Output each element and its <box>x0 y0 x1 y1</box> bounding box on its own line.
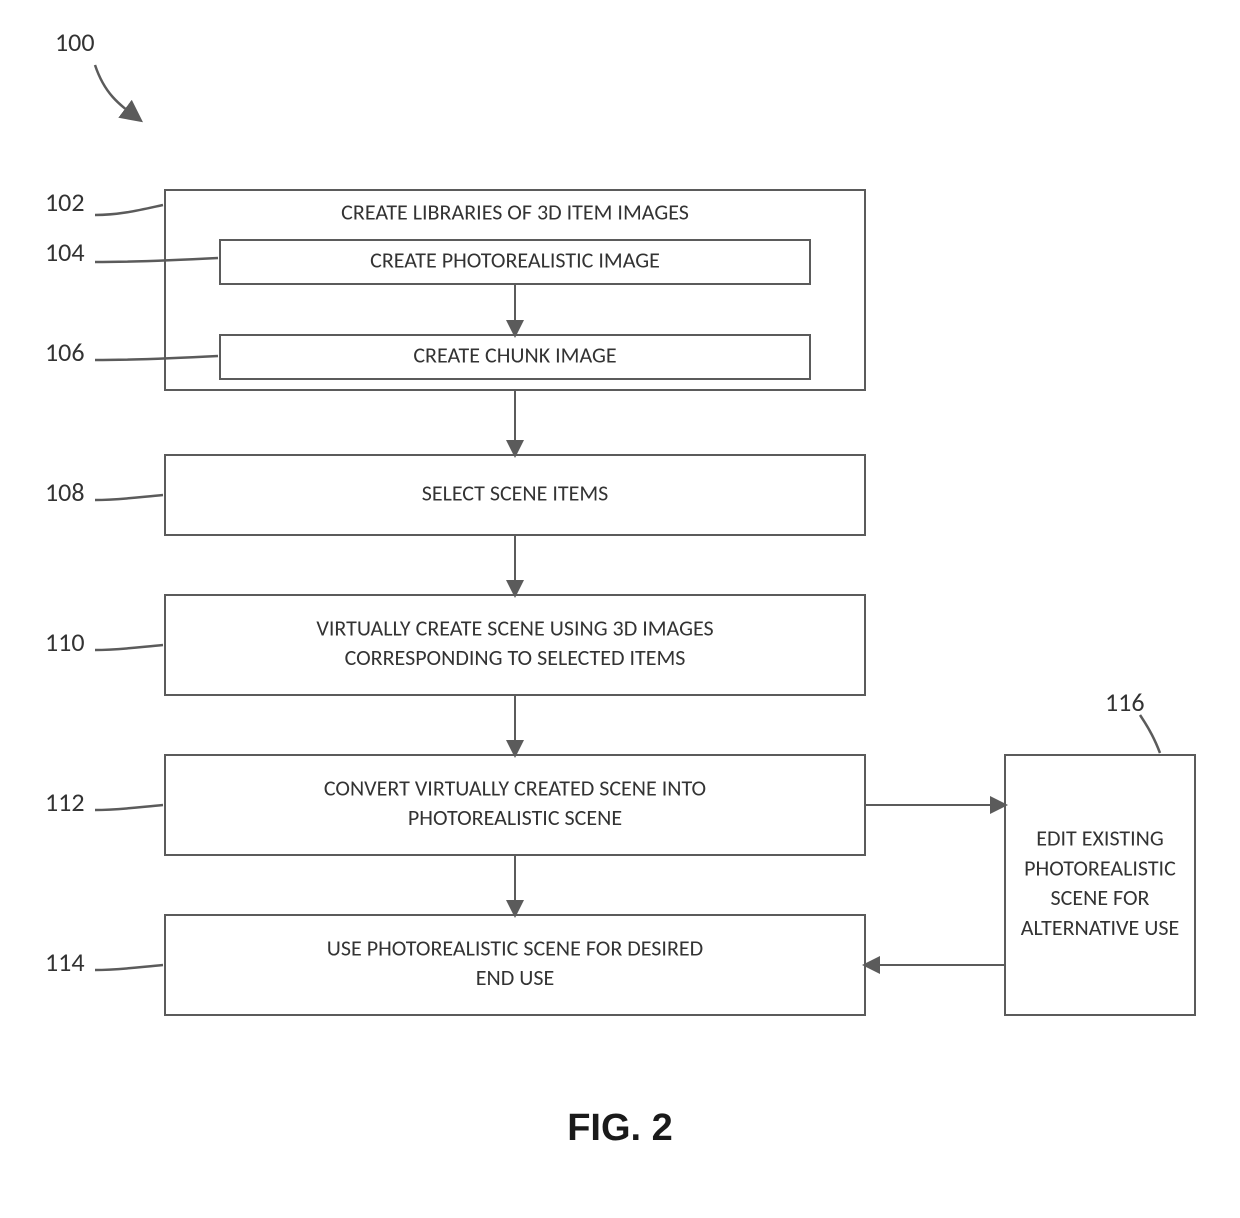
flow-box-114: USE PHOTOREALISTIC SCENE FOR DESIRED END … <box>165 915 865 1015</box>
box-title-112-line1: PHOTOREALISTIC SCENE <box>408 804 622 831</box>
box-title-112-line0: CONVERT VIRTUALLY CREATED SCENE INTO <box>324 774 706 801</box>
ref-lead-114 <box>95 965 163 970</box>
ref-lead-110 <box>95 645 163 650</box>
flow-box-104: CREATE PHOTOREALISTIC IMAGE <box>220 240 810 284</box>
ref-lead-116 <box>1140 715 1160 753</box>
box-title-104: CREATE PHOTOREALISTIC IMAGE <box>370 246 660 273</box>
ref-label-100: 100 <box>55 26 95 58</box>
ref-label-108: 108 <box>45 476 85 508</box>
ref-lead-102 <box>95 205 163 215</box>
flow-box-110: VIRTUALLY CREATE SCENE USING 3D IMAGES CO… <box>165 595 865 695</box>
box-title-116-line1: PHOTOREALISTIC <box>1024 854 1176 881</box>
box-title-114-line0: USE PHOTOREALISTIC SCENE FOR DESIRED <box>327 934 703 961</box>
box-title-102: CREATE LIBRARIES OF 3D ITEM IMAGES <box>341 198 689 225</box>
ref-label-104: 104 <box>45 236 85 268</box>
box-title-110-line0: VIRTUALLY CREATE SCENE USING 3D IMAGES <box>316 614 713 641</box>
ref-label-102: 102 <box>45 186 85 218</box>
flowchart-figure: CREATE LIBRARIES OF 3D ITEM IMAGES CREATE… <box>0 0 1240 1218</box>
ref-label-106: 106 <box>45 336 85 368</box>
ref-lead-112 <box>95 805 163 810</box>
figure-caption: FIG. 2 <box>567 1107 673 1149</box>
flow-box-108: SELECT SCENE ITEMS <box>165 455 865 535</box>
flow-box-106: CREATE CHUNK IMAGE <box>220 335 810 379</box>
box-title-116-line3: ALTERNATIVE USE <box>1021 914 1179 941</box>
ref-label-112: 112 <box>45 786 85 818</box>
ref-lead-108 <box>95 495 163 500</box>
box-title-106: CREATE CHUNK IMAGE <box>413 341 616 368</box>
box-title-116-line0: EDIT EXISTING <box>1036 825 1164 852</box>
ref-label-116: 116 <box>1105 686 1145 718</box>
ref-label-110: 110 <box>45 626 85 658</box>
ref-label-114: 114 <box>45 946 85 978</box>
box-title-108: SELECT SCENE ITEMS <box>422 479 609 506</box>
box-title-116-line2: SCENE FOR <box>1051 884 1150 911</box>
flow-box-116: EDIT EXISTINGPHOTOREALISTIC SCENE FOR ALTE… <box>1005 755 1195 1015</box>
ref-lead-100 <box>95 65 140 120</box>
flow-box-112: CONVERT VIRTUALLY CREATED SCENE INTO PHOT… <box>165 755 865 855</box>
box-title-110-line1: CORRESPONDING TO SELECTED ITEMS <box>345 644 686 671</box>
box-title-114-line1: END USE <box>476 964 554 991</box>
